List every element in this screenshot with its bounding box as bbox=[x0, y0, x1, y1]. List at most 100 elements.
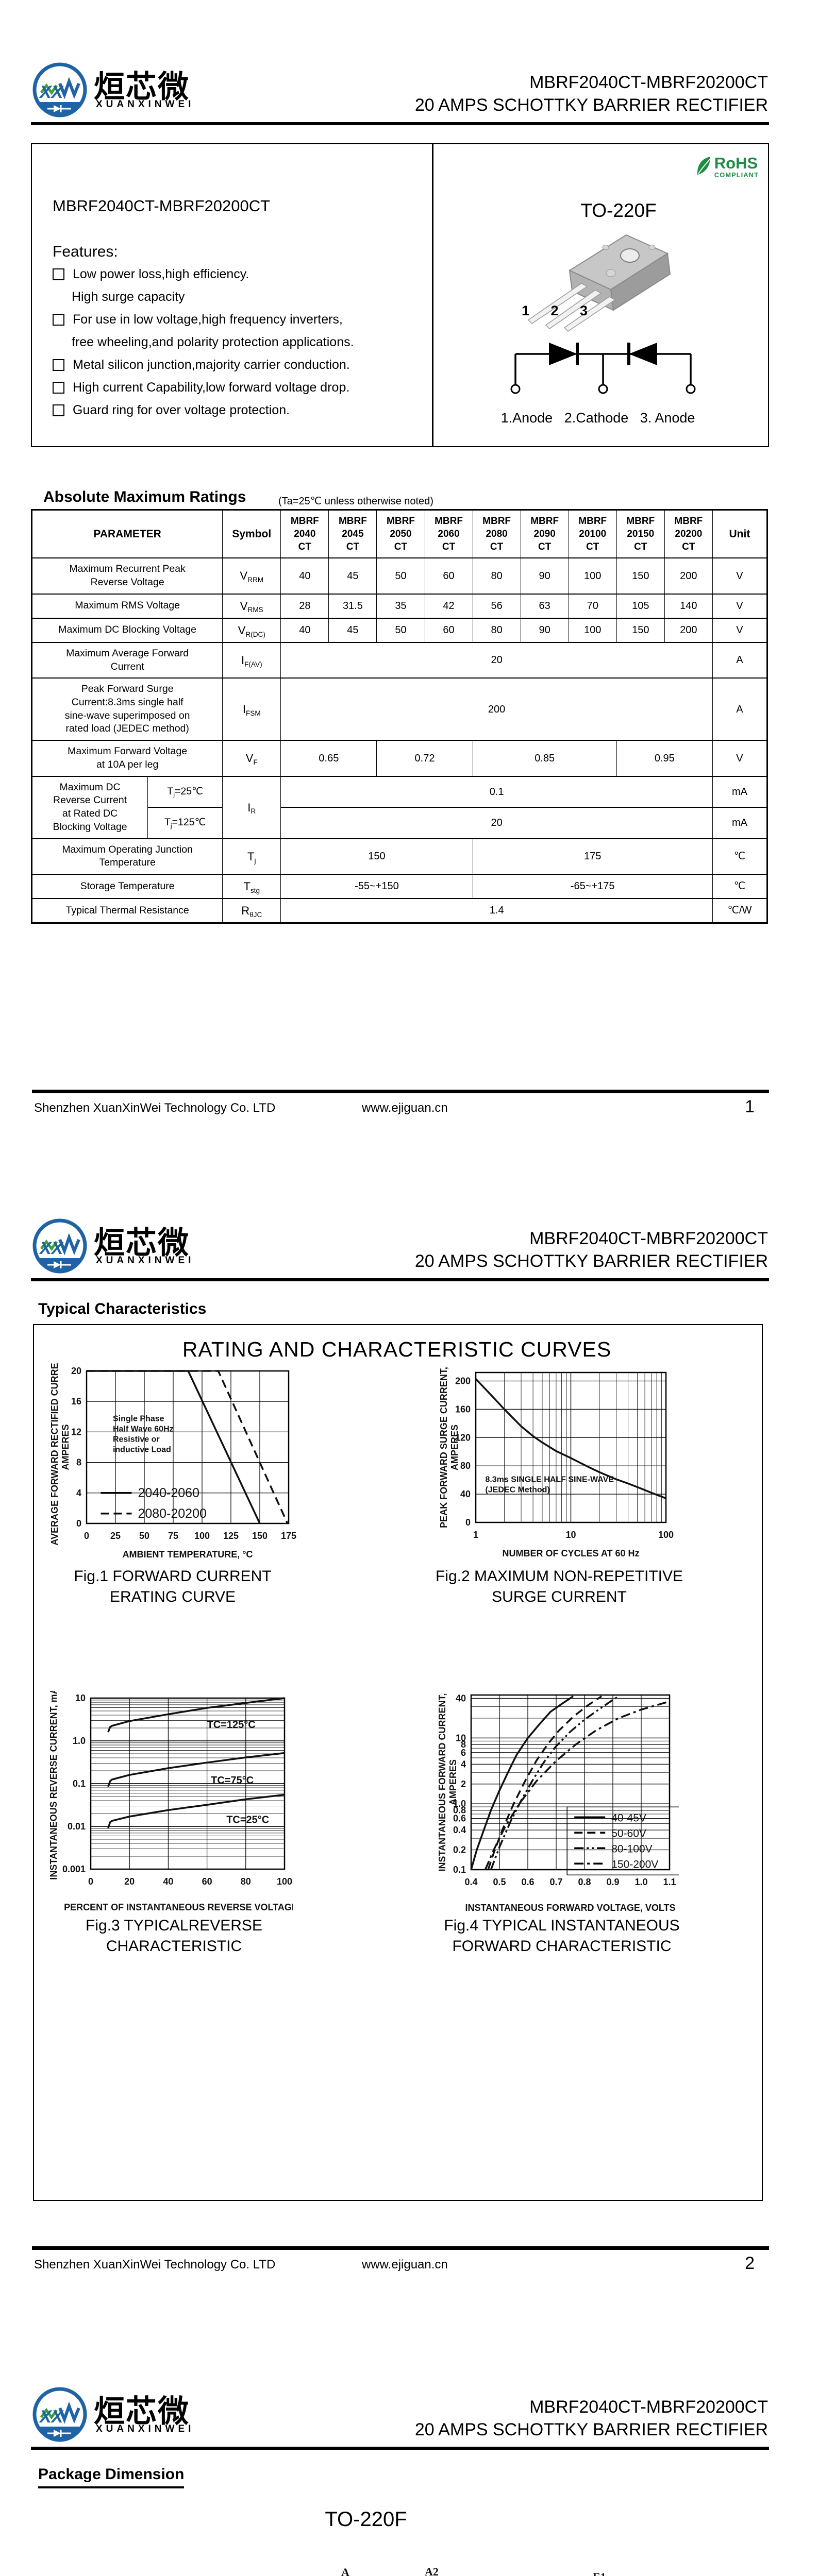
cell-text: 31.5 bbox=[342, 600, 363, 612]
text-shape: 1.0 bbox=[73, 1736, 86, 1746]
table-cell: 0.85 bbox=[472, 740, 617, 777]
text-shape: 25 bbox=[110, 1531, 121, 1541]
text-shape: 0.1 bbox=[73, 1778, 86, 1789]
text-shape: INSTANTANEOUS FORWARD CURRENT, bbox=[437, 1693, 447, 1872]
polyline-shape bbox=[58, 1233, 80, 1256]
table-cell: A bbox=[712, 641, 768, 679]
text-shape: 10 bbox=[75, 1693, 86, 1703]
cell-text: 140 bbox=[680, 600, 697, 612]
side-view: E1 B3 B1 E2 E3 E4 bbox=[593, 2570, 606, 2576]
symbol-subscript: FSM bbox=[245, 709, 261, 717]
text-shape: AMPERES bbox=[448, 1759, 458, 1805]
table-cell: 0.65 bbox=[280, 740, 377, 777]
cell-text: Maximum Operating Junction Temperature bbox=[62, 843, 193, 869]
path-shape bbox=[37, 2427, 83, 2442]
page1-header: XX 烜芯微 XUANXINWEI MBRF2040CT-MBRF20200CT… bbox=[31, 61, 769, 128]
doc-title-line1: MBRF2040CT-MBRF20200CT bbox=[529, 1229, 768, 1248]
fig4-chart: 0.4 0.5 0.6 0.7 0.8 0.9 1.0 1.10.10.20.40.60.81… bbox=[434, 1688, 679, 1917]
text-shape: 75 bbox=[168, 1531, 178, 1541]
polygon-shape bbox=[563, 296, 616, 332]
leaf-icon bbox=[697, 157, 710, 175]
feature-checkbox-icon bbox=[53, 404, 64, 416]
feature-text: For use in low voltage,high frequency in… bbox=[73, 312, 343, 327]
text-shape: TC=75°C bbox=[211, 1775, 254, 1786]
table-cell: 31.5 bbox=[328, 593, 377, 619]
text-shape: 125 bbox=[223, 1531, 239, 1541]
table-cell: Maximum Average Forward Current bbox=[31, 641, 223, 679]
table-cell: 175 bbox=[472, 838, 713, 875]
cell-text: 45 bbox=[347, 624, 359, 636]
polyline-shape bbox=[40, 2408, 58, 2420]
table-cell: VF bbox=[222, 740, 281, 777]
cell-text: ℃ bbox=[733, 880, 746, 892]
table-cell: Tj=125℃ bbox=[147, 807, 223, 839]
cell-text: 90 bbox=[539, 624, 550, 636]
text-shape: (JEDEC Method) bbox=[485, 1485, 549, 1494]
cell-text: 175 bbox=[584, 851, 602, 862]
cell-text: 20 bbox=[491, 817, 503, 829]
doc-title-line2: 20 AMPS SCHOTTKY BARRIER RECTIFIER bbox=[414, 95, 768, 115]
package-dimension-heading: Package Dimension bbox=[38, 2466, 185, 2488]
cell-text: MBRF 2050 CT bbox=[387, 516, 415, 553]
cell-text: V bbox=[736, 624, 743, 636]
path-shape bbox=[107, 1793, 285, 1829]
symbol-subscript: F(AV) bbox=[244, 660, 262, 668]
table-cell: 80 bbox=[472, 557, 521, 595]
circle-shape bbox=[510, 384, 521, 394]
text-shape: TC=125°C bbox=[207, 1719, 256, 1731]
text-shape: 0.8 bbox=[578, 1877, 591, 1887]
cell-text: V bbox=[736, 752, 743, 764]
symbol-subscript: j bbox=[170, 822, 172, 829]
text-shape: 0.5 bbox=[493, 1877, 506, 1887]
cell-text: I bbox=[242, 703, 246, 716]
table-cell: 40 bbox=[280, 617, 329, 643]
table-header-cell: Unit bbox=[712, 509, 768, 559]
cell-text: Peak Forward Surge Current:8.3ms single … bbox=[64, 683, 190, 735]
text-shape: 1.0 bbox=[453, 1799, 466, 1809]
polygon-shape bbox=[527, 283, 588, 324]
table-row: Maximum DC Blocking Voltage VR(DC) 40 45 50 6… bbox=[31, 617, 768, 643]
table-cell: Maximum RMS Voltage bbox=[31, 593, 223, 619]
table-cell: Storage Temperature bbox=[31, 874, 223, 900]
table-cell: 150 bbox=[616, 617, 665, 643]
brand-chinese: 烜芯微 bbox=[94, 1226, 190, 1260]
header-rule bbox=[31, 1278, 769, 1281]
table-cell: VRRM bbox=[222, 557, 281, 595]
cell-text: 80 bbox=[491, 624, 503, 636]
cell-text: Symbol bbox=[232, 528, 272, 540]
package-photo bbox=[527, 234, 671, 332]
table-cell: IF(AV) bbox=[222, 641, 281, 679]
text-shape: 8 bbox=[76, 1458, 81, 1468]
g-shape: A A1 A2 C C1 C2 D1 D2 D3 D D B1 α bbox=[341, 2568, 439, 2576]
table-cell: 50 bbox=[376, 557, 425, 595]
text-shape: 160 bbox=[455, 1404, 471, 1414]
cell-text: MBRF 20200 CT bbox=[674, 516, 703, 553]
table-cell: 40 bbox=[280, 557, 329, 595]
text-shape: 50-60V bbox=[611, 1827, 646, 1839]
table-cell: 140 bbox=[664, 593, 713, 619]
cell-text: Storage Temperature bbox=[80, 880, 175, 892]
text-shape: TC=25°C bbox=[226, 1814, 269, 1825]
text-shape: 0.4 bbox=[453, 1825, 466, 1835]
xxw-logo: XX bbox=[31, 62, 89, 122]
text-shape: AVERAGE FORWARD RECTIFIED CURRENT, bbox=[49, 1363, 60, 1546]
text-shape: 40 bbox=[456, 1693, 466, 1704]
cell-text: 50 bbox=[395, 570, 407, 582]
table-header-cell: Symbol bbox=[222, 509, 281, 559]
table-cell: 63 bbox=[520, 593, 569, 619]
cell-text: V bbox=[736, 570, 743, 582]
text-shape: NUMBER OF CYCLES AT 60 Hz bbox=[502, 1548, 639, 1558]
table-header-cell: MBRF 2050 CT bbox=[376, 509, 425, 559]
table-cell: ℃ bbox=[712, 874, 768, 900]
text-shape: 100 bbox=[277, 1876, 292, 1887]
text-shape: 40 bbox=[460, 1489, 471, 1499]
cell-text: 42 bbox=[443, 600, 455, 612]
cell-text: 80 bbox=[491, 570, 503, 582]
text-shape: 12 bbox=[71, 1427, 81, 1437]
cell-text: PARAMETER bbox=[93, 528, 161, 540]
cell-text: 60 bbox=[443, 624, 455, 636]
path-shape bbox=[487, 1696, 602, 1870]
table-header-cell: MBRF 2090 CT bbox=[520, 509, 569, 559]
text-shape: 2080-20200 bbox=[138, 1506, 206, 1521]
path-shape bbox=[484, 1700, 670, 1870]
